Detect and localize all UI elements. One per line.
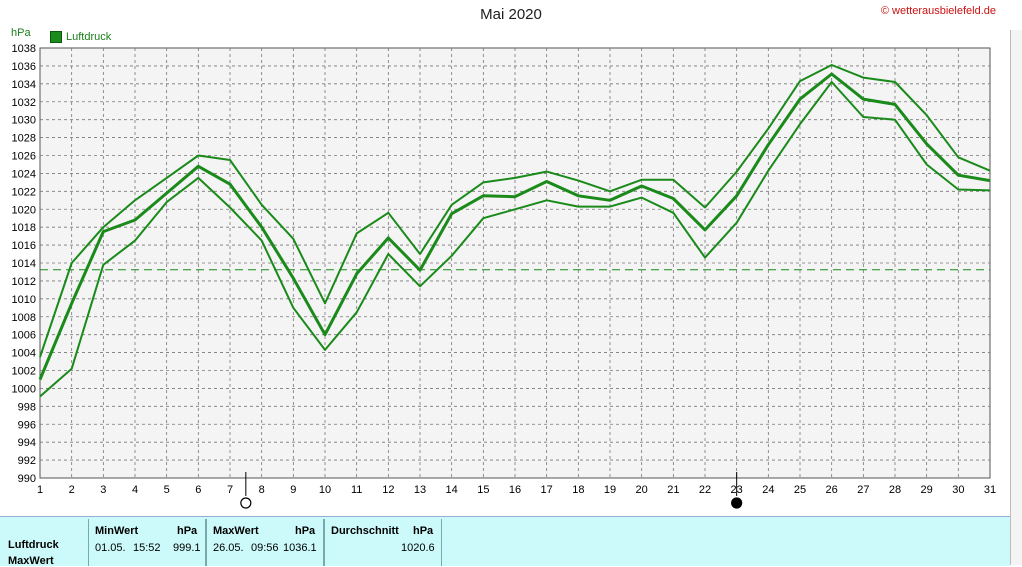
x-tick-label: 12 [382,484,394,496]
x-axis-ticks: 1 2 3 4 5 6 7 8 9 10 11 12 13 14 15 16 17 18 19 20 21 22 23 24 2… [37,484,996,496]
grid [40,48,990,478]
x-tick-label: 24 [762,484,774,496]
x-tick-label: 25 [794,484,806,496]
y-tick-label: 998 [18,401,36,413]
x-tick-label: 2 [69,484,75,496]
legend: Luftdruck [50,31,111,43]
y-tick-label: 1036 [12,61,36,73]
y-axis-unit: hPa [11,27,31,39]
x-tick-label: 13 [414,484,426,496]
x-tick-label: 22 [699,484,711,496]
statistics-panel: Luftdruck MaxWert MinWert hPa 01.05. 15:… [0,516,1010,567]
x-tick-label: 8 [259,484,265,496]
x-tick-label: 18 [572,484,584,496]
avg-box: Durchschnitt hPa 1020.6 [324,519,442,566]
y-tick-label: 994 [18,437,36,449]
max-header: MaxWert [213,525,259,537]
x-tick-label: 7 [227,484,233,496]
x-tick-label: 16 [509,484,521,496]
x-tick-label: 28 [889,484,901,496]
copyright-link[interactable]: © wetterausbielefeld.de [880,5,996,17]
x-tick-label: 4 [132,484,138,496]
max-date: 26.05. [213,542,244,554]
series-line-max [39,64,991,358]
x-tick-label: 3 [100,484,106,496]
x-tick-label: 10 [319,484,331,496]
y-tick-label: 1002 [12,366,36,378]
y-tick-label: 1018 [12,222,36,234]
y-tick-label: 1010 [12,294,36,306]
stats-row-label-2: MaxWert [8,555,54,567]
y-tick-label: 1006 [12,330,36,342]
x-tick-label: 19 [604,484,616,496]
y-tick-label: 1028 [12,133,36,145]
stats-row-label: Luftdruck [8,539,59,551]
chart-title: Mai 2020 [480,6,542,23]
legend-label: Luftdruck [66,31,112,43]
series-lines [38,64,991,398]
min-date: 01.05. [95,542,126,554]
y-axis-ticks: 990 992 994 996 998 1000 1002 1004 1006 1008 1010 1… [12,43,36,485]
x-tick-label: 11 [351,484,362,496]
y-tick-label: 1034 [12,79,36,91]
x-tick-label: 17 [541,484,553,496]
new-moon-icon [731,497,743,509]
y-tick-label: 1014 [12,258,36,270]
y-tick-label: 996 [18,419,36,431]
y-tick-label: 992 [18,455,36,467]
series-line-avg [38,72,991,381]
x-tick-label: 30 [952,484,964,496]
y-tick-label: 1022 [12,186,36,198]
y-tick-label: 1000 [12,383,36,395]
min-header: MinWert [95,525,139,537]
y-tick-label: 1012 [12,276,36,288]
series-line-min [39,81,991,398]
x-tick-label: 21 [667,484,679,496]
x-tick-label: 14 [446,484,458,496]
y-tick-label: 990 [18,473,36,485]
y-tick-label: 1030 [12,115,36,127]
pressure-chart: 9909929949969981000100210041006100810101… [12,43,996,509]
min-unit: hPa [177,525,198,537]
x-tick-label: 5 [164,484,170,496]
avg-unit: hPa [413,525,434,537]
moon-markers [240,472,743,509]
min-time: 15:52 [133,542,161,554]
min-box: MinWert hPa 01.05. 15:52 999.1 [88,519,206,566]
side-strip [1010,30,1022,565]
legend-swatch [50,31,62,43]
x-tick-label: 1 [37,484,43,496]
x-tick-label: 20 [636,484,648,496]
max-unit: hPa [295,525,316,537]
x-tick-label: 9 [290,484,296,496]
avg-value: 1020.6 [401,542,435,554]
x-tick-label: 29 [921,484,933,496]
x-tick-label: 26 [826,484,838,496]
max-time: 09:56 [251,542,279,554]
x-tick-label: 31 [984,484,996,496]
y-tick-label: 1026 [12,151,36,163]
min-value: 999.1 [173,542,201,554]
avg-header: Durchschnitt [331,525,399,537]
full-moon-icon [240,497,252,509]
y-tick-label: 1020 [12,204,36,216]
x-tick-label: 27 [857,484,869,496]
y-tick-label: 1024 [12,168,36,180]
y-tick-label: 1032 [12,97,36,109]
y-tick-label: 1008 [12,312,36,324]
max-value: 1036.1 [283,542,317,554]
y-tick-label: 1004 [12,348,36,360]
y-tick-label: 1038 [12,43,36,55]
max-box: MaxWert hPa 26.05. 09:56 1036.1 [206,519,324,566]
y-tick-label: 1016 [12,240,36,252]
x-tick-label: 15 [477,484,489,496]
x-tick-label: 6 [195,484,201,496]
